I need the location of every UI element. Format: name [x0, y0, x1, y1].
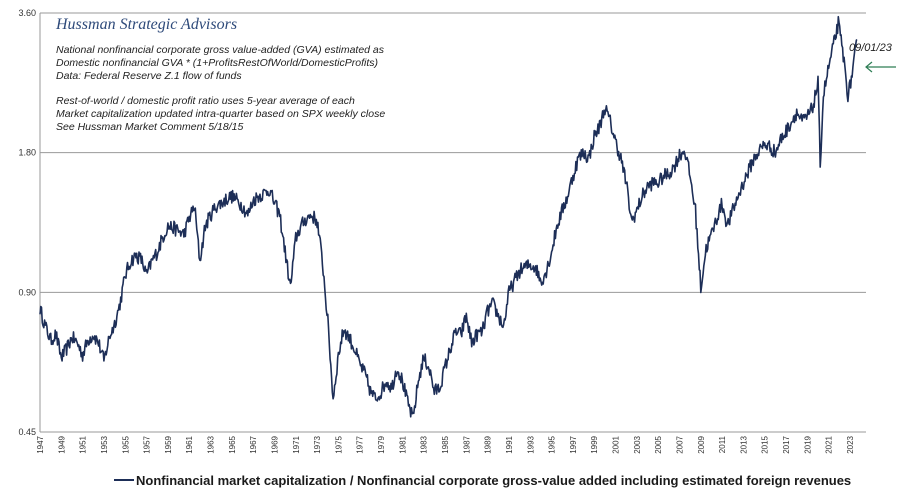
- note-line: Domestic nonfinancial GVA * (1+ProfitsRe…: [56, 57, 379, 69]
- x-tick-label: 1957: [143, 435, 152, 453]
- x-tick-label: 2015: [761, 435, 770, 453]
- x-tick-label: 2011: [718, 435, 727, 453]
- x-tick-label: 1967: [249, 435, 258, 453]
- x-tick-label: 1951: [79, 435, 88, 453]
- methodology-notes: National nonfinancial corporate gross va…: [56, 44, 385, 134]
- legend-label: Nonfinancial market capitalization / Non…: [136, 472, 852, 488]
- x-tick-label: 2007: [675, 435, 684, 453]
- y-axis: 3.60 1.80 0.90 0.45: [18, 8, 36, 437]
- x-tick-label: 2009: [697, 435, 706, 453]
- x-tick-label: 1991: [505, 435, 514, 453]
- x-tick-label: 1973: [313, 435, 322, 453]
- x-tick-label: 1971: [292, 435, 301, 453]
- x-tick-label: 2023: [846, 435, 855, 453]
- y-tick-label: 1.80: [18, 148, 36, 158]
- y-tick-label: 3.60: [18, 8, 36, 18]
- legend: Nonfinancial market capitalization / Non…: [114, 471, 851, 489]
- x-tick-label: 1997: [569, 435, 578, 453]
- x-tick-label: 2005: [654, 435, 663, 453]
- x-tick-label: 1985: [441, 435, 450, 453]
- x-tick-label: 1959: [164, 435, 173, 453]
- x-tick-label: 1955: [121, 435, 130, 453]
- x-tick-label: 2013: [739, 435, 748, 453]
- note-line: See Hussman Market Comment 5/18/15: [56, 121, 244, 133]
- x-axis: 1947 1949 1951 1953 1955 1957 1959 1961 1963 1965…: [36, 435, 855, 453]
- x-tick-label: 1999: [590, 435, 599, 453]
- note-spacer: [56, 83, 385, 95]
- x-tick-label: 1983: [420, 435, 429, 453]
- x-tick-label: 1989: [484, 435, 493, 453]
- series-line: [39, 15, 858, 418]
- gridlines: [39, 12, 866, 433]
- x-tick-label: 1979: [377, 435, 386, 453]
- x-tick-label: 1947: [36, 435, 45, 453]
- note-line: National nonfinancial corporate gross va…: [56, 44, 385, 56]
- note-line: Market capitalization updated intra-quar…: [56, 108, 386, 120]
- x-tick-label: 1987: [462, 435, 471, 453]
- x-tick-label: 1969: [270, 435, 279, 453]
- x-tick-label: 1993: [526, 435, 535, 453]
- note-line: Rest-of-world / domestic profit ratio us…: [56, 95, 355, 107]
- x-tick-label: 2003: [633, 435, 642, 453]
- x-tick-label: 1995: [548, 435, 557, 453]
- note-line: Data: Federal Reserve Z.1 flow of funds: [56, 70, 242, 82]
- x-tick-label: 1953: [100, 435, 109, 453]
- brand-title: Hussman Strategic Advisors: [56, 16, 238, 33]
- x-tick-label: 1965: [228, 435, 237, 453]
- x-tick-label: 2019: [803, 435, 812, 453]
- latest-date-label: 09/01/23: [849, 42, 892, 54]
- x-tick-label: 2021: [825, 435, 834, 453]
- x-tick-label: 1981: [398, 435, 407, 453]
- latest-value-arrow: [865, 61, 896, 73]
- x-tick-label: 1949: [57, 435, 66, 453]
- x-tick-label: 1961: [185, 435, 194, 453]
- y-tick-label: 0.45: [18, 427, 36, 437]
- x-tick-label: 1975: [334, 435, 343, 453]
- x-tick-label: 2001: [612, 435, 621, 453]
- x-tick-label: 1977: [356, 435, 365, 453]
- x-tick-label: 2017: [782, 435, 791, 453]
- x-tick-label: 1963: [207, 435, 216, 453]
- y-tick-label: 0.90: [18, 287, 36, 297]
- legend-swatch: [114, 479, 134, 481]
